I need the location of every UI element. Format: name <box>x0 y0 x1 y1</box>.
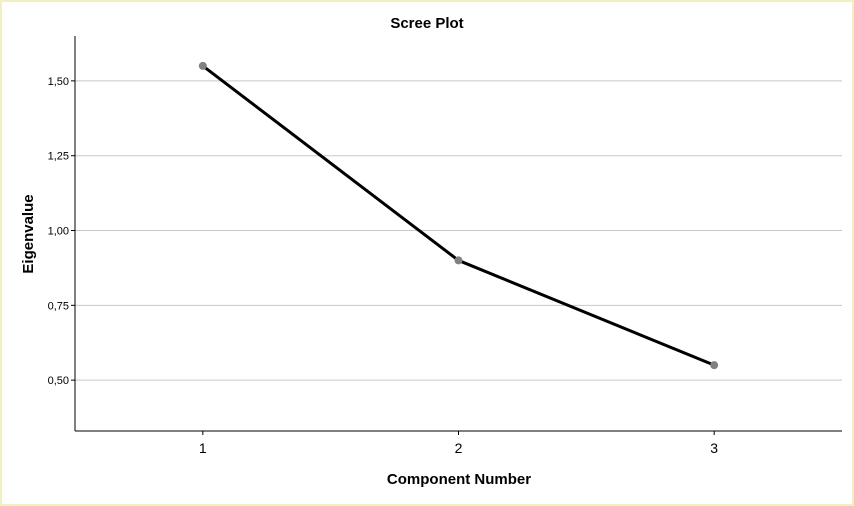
y-axis-title: Eigenvalue <box>20 194 37 273</box>
y-tick-label: 0,50 <box>48 375 69 387</box>
x-tick-label: 2 <box>455 440 463 456</box>
data-points <box>198 61 719 370</box>
data-point <box>454 256 463 265</box>
data-point <box>710 361 719 370</box>
y-tick-label: 1,00 <box>48 226 69 238</box>
y-tick-label: 0,75 <box>48 300 69 312</box>
eigenvalue-series-line <box>201 64 715 367</box>
x-axis-title: Component Number <box>387 471 531 488</box>
y-tick-label: 1,50 <box>48 76 69 88</box>
x-tick-label: 1 <box>199 440 207 456</box>
y-tick-label: 1,25 <box>48 151 69 163</box>
chart-title: Scree Plot <box>390 15 463 32</box>
x-tick-label: 3 <box>710 440 718 456</box>
y-tick-labels: 0,50 0,75 1,00 1,25 1,50 <box>48 76 75 387</box>
x-tick-labels: 1 2 3 <box>199 431 718 456</box>
data-point <box>198 61 207 70</box>
gridlines <box>75 80 842 381</box>
